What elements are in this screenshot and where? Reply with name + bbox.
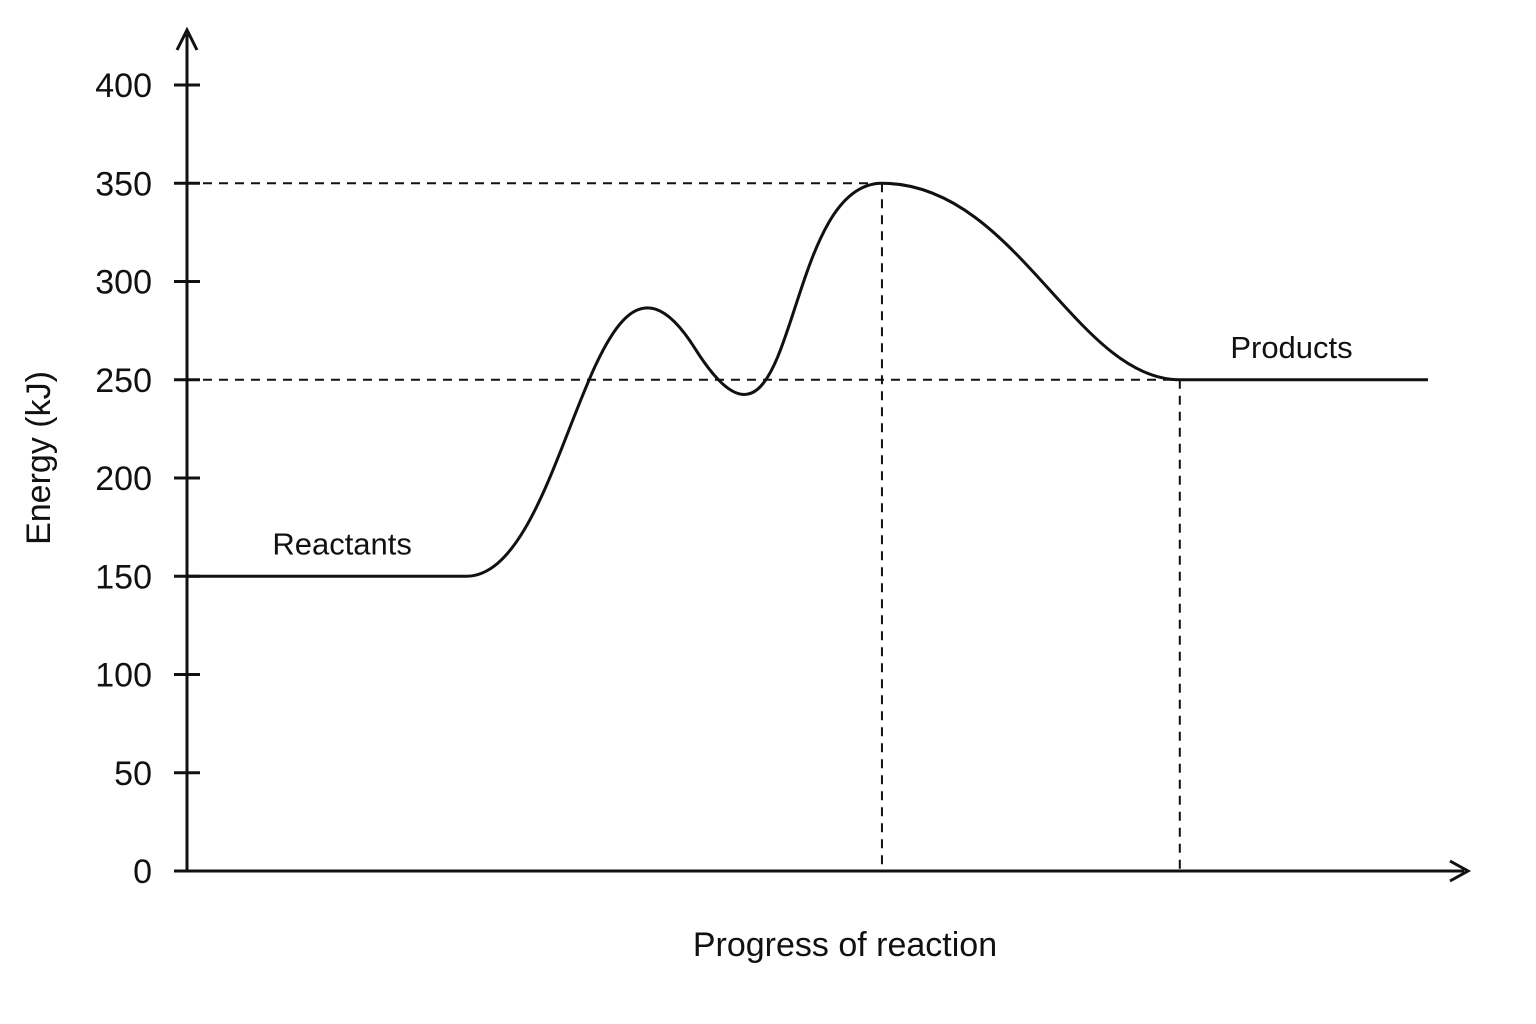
- y-axis-label: Energy (kJ): [20, 371, 58, 545]
- axes: [174, 26, 1472, 883]
- y-tick-label: 150: [95, 558, 152, 596]
- y-tick-label: 100: [95, 657, 152, 695]
- y-axis-arrow-icon: [175, 26, 199, 51]
- annotation-products-label: Products: [1230, 330, 1352, 365]
- y-tick-label: 0: [133, 853, 152, 891]
- reference-lines: [187, 182, 1181, 871]
- x-axis-label: Progress of reaction: [693, 926, 997, 964]
- y-tick-label: 400: [95, 67, 152, 105]
- y-ticks: 0 50 100 150 200 250 300 350 400: [95, 67, 200, 891]
- y-tick-label: 200: [95, 460, 152, 498]
- y-tick-label: 50: [114, 755, 152, 793]
- y-tick-label: 350: [95, 165, 152, 203]
- annotations: Reactants Products: [272, 330, 1352, 562]
- y-tick-label: 300: [95, 264, 152, 302]
- x-axis-arrow-icon: [1449, 859, 1472, 883]
- y-tick-label: 250: [95, 362, 152, 400]
- energy-curve: [187, 181, 1428, 578]
- annotation-reactants-label: Reactants: [272, 526, 412, 561]
